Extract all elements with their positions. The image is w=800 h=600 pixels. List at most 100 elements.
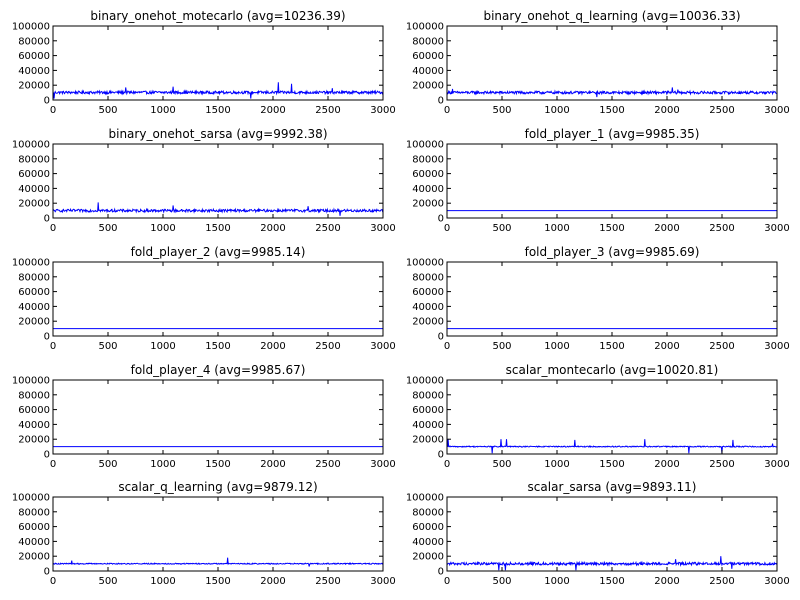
y-tick-label: 20000 xyxy=(18,552,50,563)
y-tick-label: 80000 xyxy=(18,154,50,165)
subplot-title: scalar_sarsa (avg=9893.11) xyxy=(528,480,697,494)
subplot-title: binary_onehot_q_learning (avg=10036.33) xyxy=(483,9,740,23)
x-tick-label: 2500 xyxy=(709,576,734,587)
series-line xyxy=(52,202,384,216)
y-tick-label: 40000 xyxy=(18,420,50,431)
y-tick-label: 40000 xyxy=(18,302,50,313)
series-line xyxy=(52,82,384,99)
y-tick-label: 40000 xyxy=(412,537,444,548)
x-tick-label: 2000 xyxy=(260,105,285,116)
x-tick-label: 1500 xyxy=(599,223,624,234)
y-tick-label: 40000 xyxy=(18,66,50,77)
subplot-title: fold_player_1 (avg=9985.35) xyxy=(525,127,700,141)
x-tick-label: 0 xyxy=(50,459,56,470)
y-tick-label: 20000 xyxy=(18,81,50,92)
y-tick-label: 80000 xyxy=(412,272,444,283)
y-tick-label: 80000 xyxy=(412,154,444,165)
y-tick-label: 20000 xyxy=(412,199,444,210)
x-tick-label: 2000 xyxy=(260,459,285,470)
y-tick-label: 40000 xyxy=(18,537,50,548)
x-tick-label: 3000 xyxy=(370,576,395,587)
x-tick-label: 2500 xyxy=(315,459,340,470)
y-tick-label: 60000 xyxy=(18,51,50,62)
x-tick-label: 2000 xyxy=(654,341,679,352)
y-tick-label: 0 xyxy=(44,214,50,225)
x-tick-label: 2000 xyxy=(654,223,679,234)
y-tick-label: 60000 xyxy=(18,287,50,298)
x-tick-label: 1000 xyxy=(150,341,175,352)
subplot-10: scalar_sarsa (avg=9893.11) 0 500 1000 1500 20… xyxy=(406,480,790,587)
y-tick-label: 40000 xyxy=(412,420,444,431)
x-tick-label: 1500 xyxy=(205,105,230,116)
y-tick-label: 100000 xyxy=(12,493,50,504)
y-tick-label: 100000 xyxy=(406,376,444,387)
y-tick-label: 100000 xyxy=(406,140,444,151)
x-tick-label: 1500 xyxy=(205,459,230,470)
x-tick-label: 1000 xyxy=(150,223,175,234)
x-tick-label: 0 xyxy=(444,105,450,116)
x-tick-label: 3000 xyxy=(764,223,789,234)
x-tick-label: 1500 xyxy=(205,341,230,352)
y-tick-label: 80000 xyxy=(412,390,444,401)
subplot-title: fold_player_4 (avg=9985.67) xyxy=(131,363,306,377)
x-tick-label: 2500 xyxy=(709,105,734,116)
subplot-9: scalar_q_learning (avg=9879.12) 0 500 1000 1… xyxy=(12,480,396,587)
subplot-5: fold_player_2 (avg=9985.14) 0 500 1000 1500 2… xyxy=(12,245,396,352)
x-tick-label: 3000 xyxy=(370,341,395,352)
y-tick-label: 60000 xyxy=(18,405,50,416)
x-tick-label: 1000 xyxy=(544,105,569,116)
subplot-3: binary_onehot_sarsa (avg=9992.38) 0 500 100… xyxy=(12,127,396,234)
subplot-2: binary_onehot_q_learning (avg=10036.33) 0… xyxy=(406,9,790,116)
x-tick-label: 1000 xyxy=(544,223,569,234)
y-tick-label: 0 xyxy=(438,96,444,107)
x-tick-label: 0 xyxy=(50,223,56,234)
y-tick-label: 0 xyxy=(44,450,50,461)
y-tick-label: 20000 xyxy=(412,435,444,446)
x-tick-label: 0 xyxy=(50,341,56,352)
series-line xyxy=(446,556,778,571)
y-tick-label: 40000 xyxy=(412,66,444,77)
x-tick-label: 2000 xyxy=(654,105,679,116)
x-tick-label: 500 xyxy=(492,223,511,234)
y-tick-label: 80000 xyxy=(412,507,444,518)
x-tick-label: 2000 xyxy=(260,341,285,352)
x-tick-label: 2500 xyxy=(315,223,340,234)
subplot-title: scalar_montecarlo (avg=10020.81) xyxy=(506,363,719,377)
y-tick-label: 80000 xyxy=(412,36,444,47)
x-tick-label: 1500 xyxy=(599,576,624,587)
x-tick-label: 2000 xyxy=(260,223,285,234)
y-tick-label: 20000 xyxy=(18,317,50,328)
x-tick-label: 0 xyxy=(444,576,450,587)
x-tick-label: 2500 xyxy=(315,341,340,352)
y-tick-label: 20000 xyxy=(412,317,444,328)
y-tick-label: 0 xyxy=(438,332,444,343)
y-tick-label: 0 xyxy=(438,450,444,461)
x-tick-label: 500 xyxy=(492,459,511,470)
y-tick-label: 60000 xyxy=(18,169,50,180)
x-tick-label: 500 xyxy=(98,223,117,234)
y-tick-label: 60000 xyxy=(18,522,50,533)
x-tick-label: 500 xyxy=(492,576,511,587)
subplot-title: fold_player_3 (avg=9985.69) xyxy=(525,245,700,259)
x-tick-label: 2000 xyxy=(260,576,285,587)
x-tick-label: 1500 xyxy=(599,105,624,116)
x-tick-label: 1000 xyxy=(544,341,569,352)
series-line xyxy=(446,87,778,98)
x-tick-label: 2500 xyxy=(315,576,340,587)
y-tick-label: 60000 xyxy=(412,169,444,180)
x-tick-label: 3000 xyxy=(764,459,789,470)
y-tick-label: 40000 xyxy=(18,184,50,195)
x-tick-label: 1000 xyxy=(544,576,569,587)
x-tick-label: 0 xyxy=(444,459,450,470)
x-tick-label: 500 xyxy=(98,341,117,352)
y-tick-label: 100000 xyxy=(406,258,444,269)
x-tick-label: 1000 xyxy=(150,576,175,587)
y-tick-label: 20000 xyxy=(412,552,444,563)
x-tick-label: 1500 xyxy=(205,223,230,234)
x-tick-label: 0 xyxy=(50,576,56,587)
x-tick-label: 2500 xyxy=(709,459,734,470)
subplot-7: fold_player_4 (avg=9985.67) 0 500 1000 1500 2… xyxy=(12,363,396,470)
y-tick-label: 80000 xyxy=(18,272,50,283)
x-tick-label: 1000 xyxy=(150,459,175,470)
